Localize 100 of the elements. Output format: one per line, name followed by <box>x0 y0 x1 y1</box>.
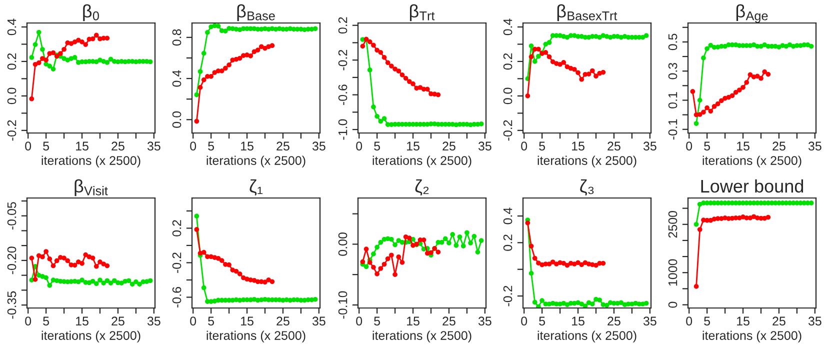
y-tick-label: -0.6 <box>172 286 182 308</box>
x-tick-label: 35 <box>808 142 822 151</box>
x-tick-label: 0 <box>190 142 196 151</box>
x-tick-label: 5 <box>208 316 214 326</box>
y-tick-label: -0.35 <box>7 291 16 319</box>
x-tick-label: 0 <box>686 316 692 326</box>
y-tick-label: 0 <box>668 302 678 308</box>
y-tick-label: -1.0 <box>338 119 348 140</box>
chart-title: ζ₁ <box>250 179 263 196</box>
x-tick-label: 0 <box>25 316 32 326</box>
x-tick-label: 15 <box>241 142 254 151</box>
y-tick-label: 0.2 <box>7 53 16 70</box>
x-axis-title: iterations (x 2500) <box>206 156 306 168</box>
x-tick-label: 15 <box>407 316 420 326</box>
y-tick-label: -0.2 <box>338 50 348 70</box>
y-tick-label: 0.1 <box>668 92 678 108</box>
y-tick-label: -0.2 <box>503 120 512 141</box>
x-tick-label: 5 <box>704 316 710 326</box>
chart-title: Lower bound <box>701 179 804 193</box>
y-tick-label: 0.0 <box>172 111 182 128</box>
y-tick-label: 1000 <box>668 259 678 286</box>
y-tick-label: -0.2 <box>503 286 512 306</box>
y-tick-label: 0.3 <box>668 62 678 80</box>
y-tick-label: -0.2 <box>7 120 16 141</box>
x-axis-title: iterations (x 2500) <box>42 330 140 342</box>
x-axis-title: iterations (x 2500) <box>538 330 636 342</box>
x-axis-title: iterations (x 2500) <box>206 330 306 342</box>
x-tick-label: 25 <box>112 142 124 151</box>
x-tick-label: 35 <box>312 316 326 326</box>
x-tick-label: 15 <box>572 142 584 151</box>
x-tick-label: 35 <box>147 142 160 151</box>
x-tick-label: 15 <box>76 142 88 151</box>
x-tick-label: 5 <box>374 316 380 326</box>
x-tick-label: 0 <box>686 142 692 151</box>
y-tick-label: 0.2 <box>503 53 512 70</box>
x-tick-label: 15 <box>737 316 750 326</box>
y-tick-label: 0.4 <box>172 70 182 87</box>
y-tick-label: 0.4 <box>503 18 512 36</box>
x-tick-label: 0 <box>521 316 528 326</box>
x-tick-label: 35 <box>312 142 326 151</box>
x-tick-label: 0 <box>521 142 528 151</box>
chart-title: β$_{Visit}$ <box>74 179 108 196</box>
x-tick-label: 0 <box>190 316 196 326</box>
x-tick-label: 5 <box>704 142 710 151</box>
x-tick-label: 25 <box>608 316 620 326</box>
y-tick-label: 0.4 <box>7 18 16 36</box>
y-tick-label: -0.20 <box>7 246 16 274</box>
x-tick-label: 35 <box>147 316 160 326</box>
x-tick-label: 5 <box>208 142 214 151</box>
chart-title: β$_{Base}$ <box>237 4 275 22</box>
y-tick-label: 0.2 <box>172 220 182 236</box>
chart-title: β$_{BasexTrt}$ <box>557 4 618 22</box>
x-tick-label: 0 <box>25 142 32 151</box>
chart-title: ζ₂ <box>415 179 429 196</box>
y-tick-label: -0.1 <box>668 119 678 140</box>
x-tick-label: 5 <box>43 142 50 151</box>
y-tick-label: -0.10 <box>338 291 348 319</box>
x-axis-title: iterations (x 2500) <box>538 156 636 168</box>
y-tick-label: 0.00 <box>338 232 348 256</box>
x-axis-title: iterations (x 2500) <box>42 156 140 168</box>
chart-title: β$_{0}$ <box>83 4 99 22</box>
x-tick-label: 25 <box>112 316 124 326</box>
x-tick-label: 35 <box>478 142 492 151</box>
y-tick-label: 0.0 <box>7 88 16 104</box>
x-tick-label: 0 <box>356 316 362 326</box>
x-tick-label: 5 <box>374 142 380 151</box>
x-axis-title: iterations (x 2500) <box>372 156 472 168</box>
y-tick-label: 0.2 <box>503 234 512 251</box>
x-tick-label: 15 <box>572 316 584 326</box>
y-tick-label: -0.2 <box>172 252 182 273</box>
y-tick-label: 2500 <box>668 210 678 238</box>
x-axis-title: iterations (x 2500) <box>702 330 802 342</box>
chart-title: ζ₃ <box>580 179 594 196</box>
x-tick-label: 35 <box>643 316 656 326</box>
x-tick-label: 35 <box>808 316 822 326</box>
y-tick-label: -0.05 <box>7 202 16 230</box>
x-tick-label: 25 <box>276 142 290 151</box>
x-tick-label: 25 <box>772 316 786 326</box>
x-tick-label: 35 <box>478 316 492 326</box>
y-tick-label: 0.4 <box>503 208 512 224</box>
x-tick-label: 5 <box>539 142 546 151</box>
y-tick-label: 0.2 <box>338 17 348 34</box>
x-tick-label: 15 <box>241 316 254 326</box>
x-tick-label: 15 <box>407 142 420 151</box>
x-tick-label: 35 <box>643 142 656 151</box>
x-tick-label: 0 <box>356 142 362 151</box>
x-tick-label: 15 <box>737 142 750 151</box>
y-tick-label: 0.8 <box>172 29 182 46</box>
y-tick-label: 0.0 <box>503 88 512 104</box>
x-tick-label: 25 <box>276 316 290 326</box>
x-tick-label: 25 <box>608 142 620 151</box>
x-tick-label: 5 <box>539 316 546 326</box>
x-axis-title: iterations (x 2500) <box>372 330 472 342</box>
x-tick-label: 5 <box>43 316 50 326</box>
y-tick-label: -0.6 <box>338 84 348 106</box>
x-tick-label: 25 <box>772 142 786 151</box>
chart-title: β$_{Trt}$ <box>410 4 435 22</box>
chart-title: β$_{Age}$ <box>736 4 768 23</box>
x-tick-label: 25 <box>442 316 456 326</box>
y-tick-label: 0.5 <box>668 34 678 50</box>
